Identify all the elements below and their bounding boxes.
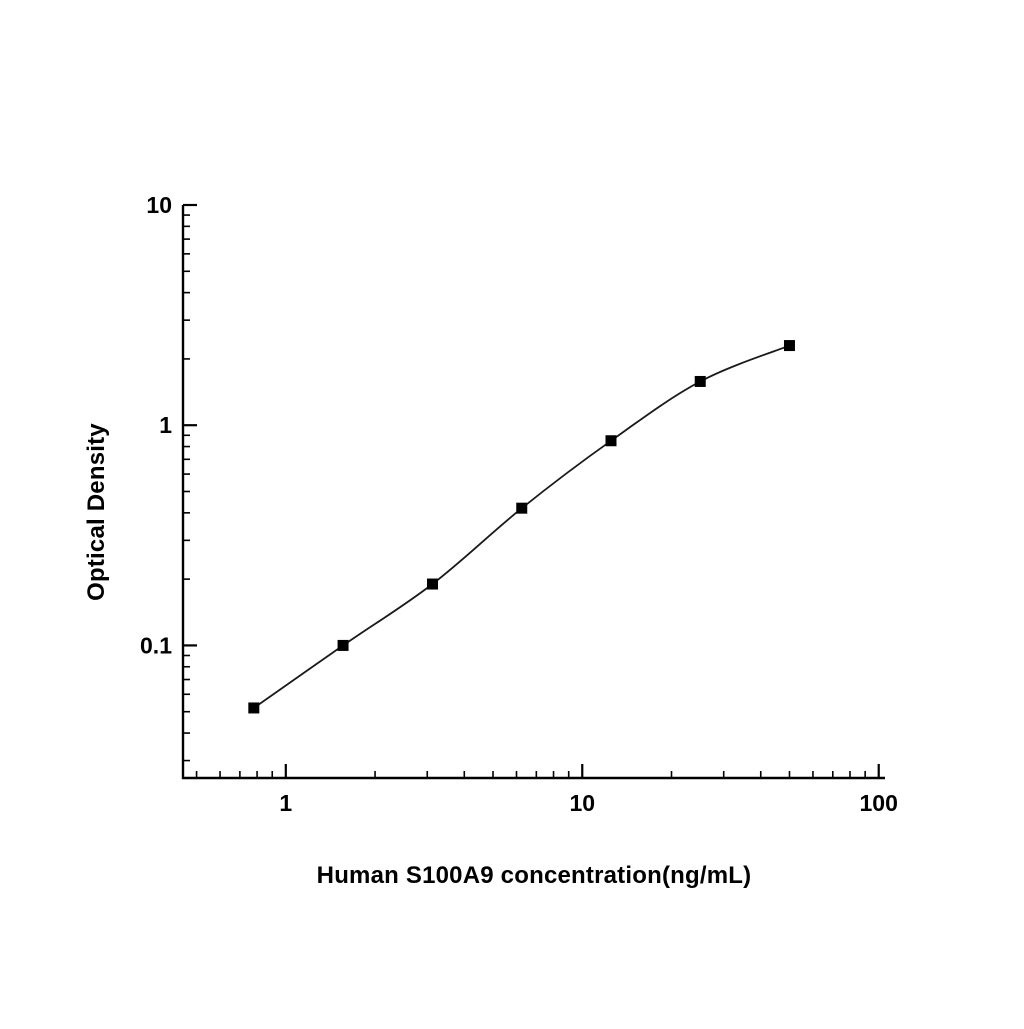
y-tick-label: 10 <box>146 192 172 218</box>
data-point-marker <box>337 639 349 651</box>
data-point-marker <box>694 375 706 387</box>
x-tick-label: 10 <box>569 790 595 816</box>
data-point-marker <box>605 435 617 447</box>
data-point-marker <box>248 702 260 714</box>
x-tick-label: 100 <box>860 790 898 816</box>
y-tick-label: 1 <box>159 412 172 438</box>
data-point-marker <box>427 578 439 590</box>
standard-curve-line <box>253 344 790 709</box>
data-point-marker <box>783 340 795 352</box>
y-axis-title: Optical Density <box>83 423 110 601</box>
x-tick-label: 1 <box>279 790 292 816</box>
data-point-marker <box>516 502 528 514</box>
y-tick-label: 0.1 <box>140 632 172 658</box>
x-axis-title: Human S100A9 concentration(ng/mL) <box>316 862 752 889</box>
